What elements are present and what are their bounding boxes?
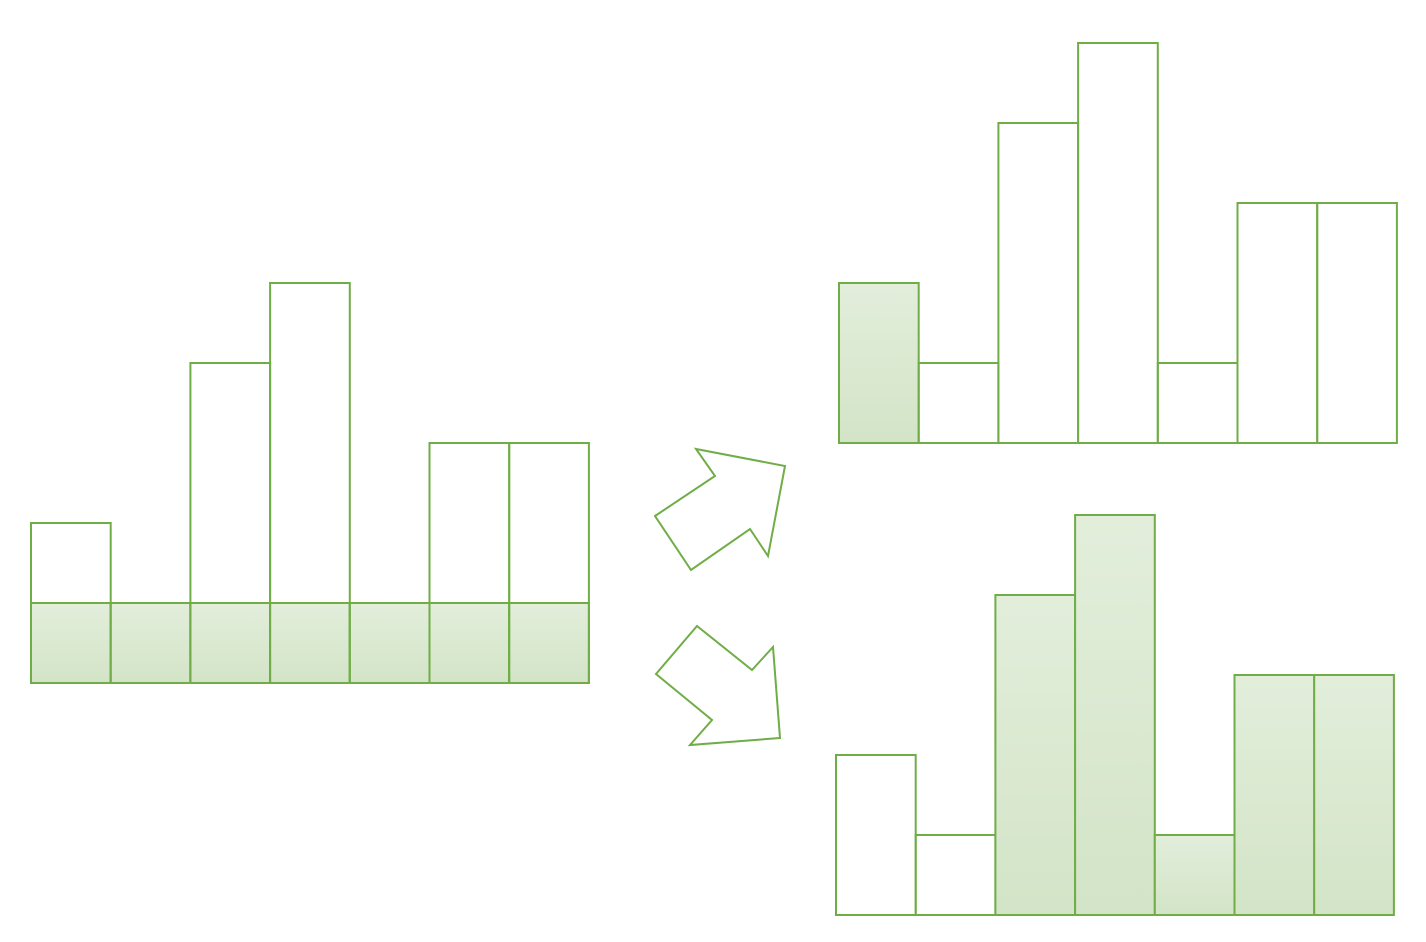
histogram-left-panel	[30, 282, 590, 684]
histogram-top-right-panel	[838, 42, 1398, 444]
arrow-down-right-icon	[654, 624, 782, 747]
histogram-bottom-right-panel	[835, 514, 1395, 916]
bar	[917, 362, 1000, 444]
bar	[508, 442, 590, 684]
bar-filled-segment	[189, 602, 272, 684]
bar	[914, 834, 997, 916]
bar-filled-segment	[269, 602, 351, 684]
bar-filled-segment	[348, 602, 431, 684]
bar-filled	[1233, 674, 1316, 916]
bar	[1156, 362, 1239, 444]
bar	[1077, 42, 1159, 444]
bar	[997, 122, 1080, 444]
bar	[1236, 202, 1319, 444]
bar-filled	[1153, 834, 1236, 916]
bar-filled-segment	[508, 602, 590, 684]
bar-filled-segment	[109, 602, 192, 684]
bar-filled	[838, 282, 920, 444]
bar	[1316, 202, 1398, 444]
bar-filled-segment	[30, 602, 112, 684]
bar-filled	[1074, 514, 1156, 916]
bar	[269, 282, 351, 684]
arrow-up-right-icon	[653, 447, 787, 572]
bar-filled	[994, 594, 1077, 916]
bar	[835, 754, 917, 916]
bar-filled	[1313, 674, 1395, 916]
bar-filled-segment	[428, 602, 511, 684]
